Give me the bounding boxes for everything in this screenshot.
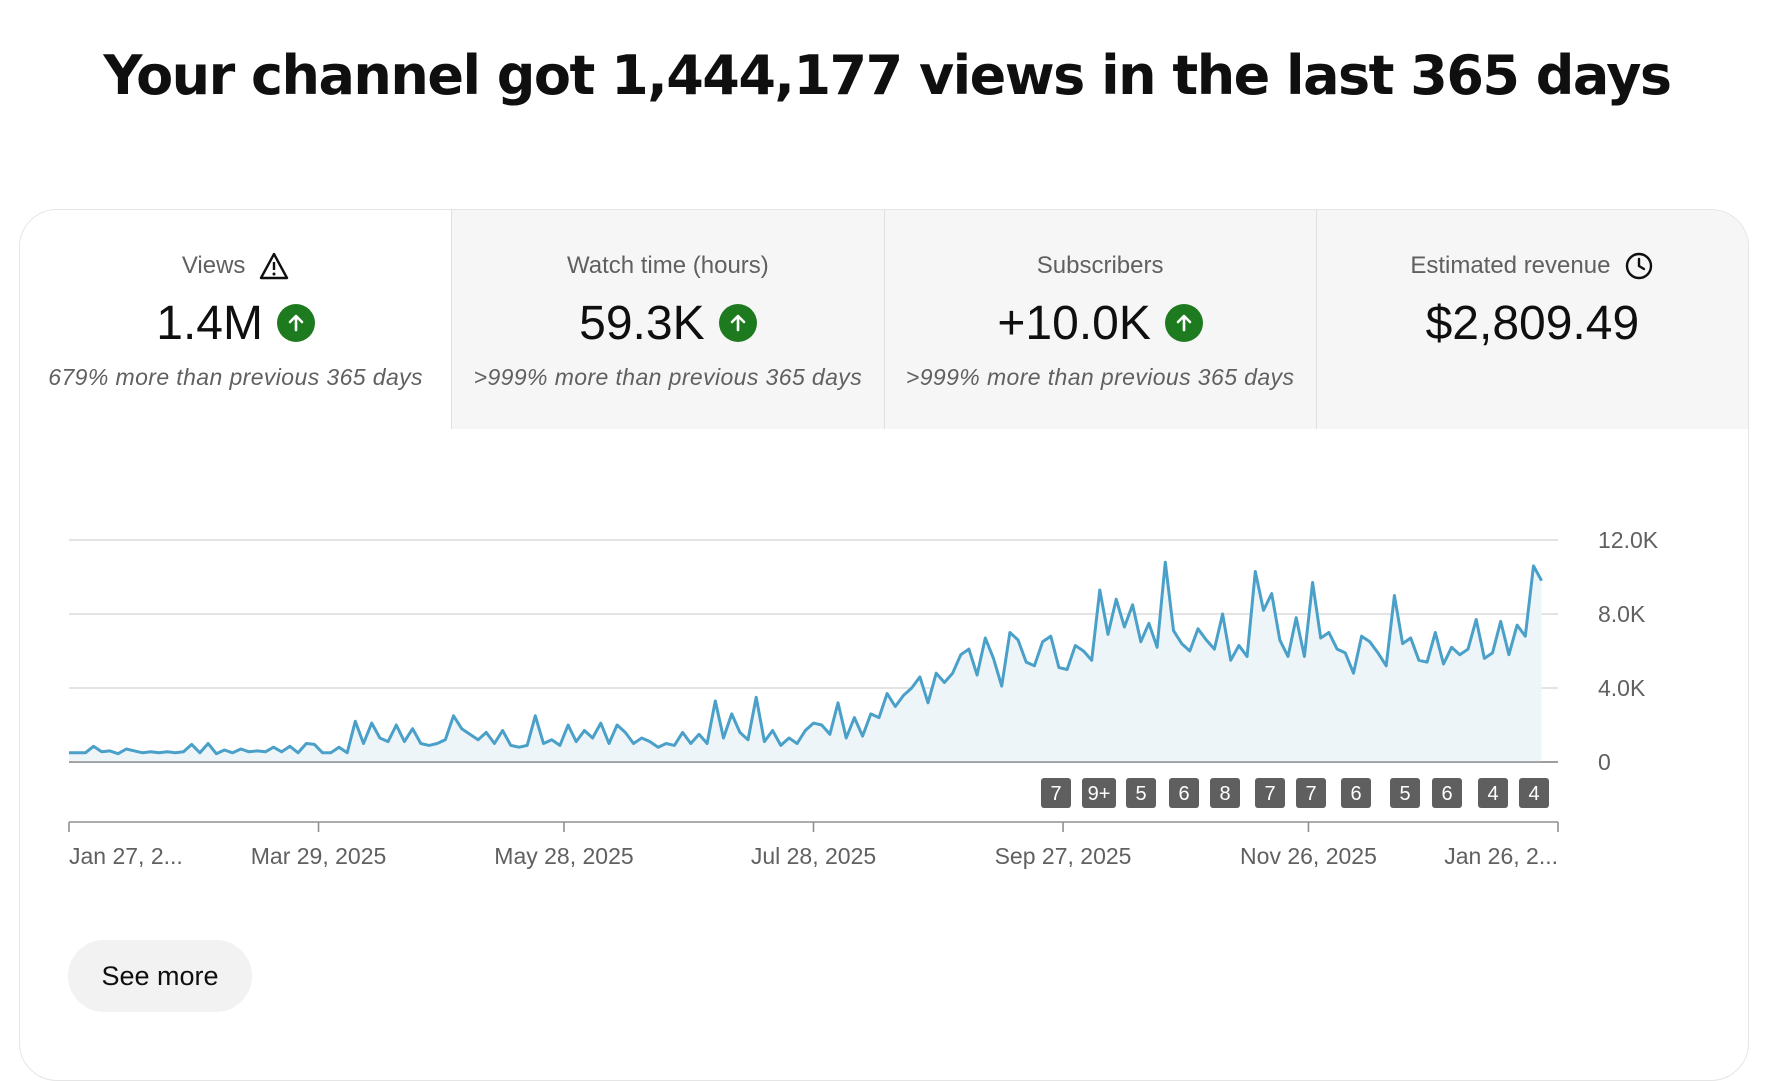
area-fill: [69, 562, 1542, 762]
annotation-badge-label: 8: [1219, 783, 1230, 805]
arrow-up-icon: [1164, 304, 1203, 342]
annotation-badge: [1478, 778, 1508, 808]
tab-watch-time[interactable]: Watch time (hours) 59.3K >999% more than…: [451, 210, 884, 429]
annotation-badge: [1255, 778, 1285, 808]
y-tick-label: 8.0K: [1598, 601, 1646, 627]
annotation-badge: [1169, 778, 1199, 808]
annotation-badge: [1041, 778, 1071, 808]
page-headline: Your channel got 1,444,177 views in the …: [103, 44, 1672, 107]
annotation-badge-label: 7: [1305, 783, 1316, 805]
annotation-badge: [1341, 778, 1371, 808]
annotation-badge-label: 4: [1528, 783, 1539, 805]
tab-subscribers-title: Subscribers: [1036, 252, 1164, 279]
views-line-chart: 0 4.0K 8.0K 12.0K 7 9+ 5 6 8 7 7 6 5 6 4 4 Jan 27, 2... M…: [68, 527, 1659, 869]
tab-views[interactable]: Views 1.4M 679% more than previous 365 d…: [20, 210, 452, 429]
x-tick-label: Sep 27, 2025: [995, 843, 1132, 869]
annotation-badge: [1296, 778, 1326, 808]
y-tick-label: 12.0K: [1598, 527, 1659, 553]
annotation-badge: [1432, 778, 1462, 808]
tab-views-note: 679% more than previous 365 days: [48, 364, 423, 390]
annotation-badge: [1390, 778, 1420, 808]
annotation-badge-label: 7: [1264, 783, 1275, 805]
arrow-up-icon: [718, 304, 757, 342]
x-tick-label: Jan 26, 2...: [1444, 843, 1558, 869]
x-tick-label: Mar 29, 2025: [251, 843, 387, 869]
tab-estimated-revenue[interactable]: Estimated revenue $2,809.49: [1315, 210, 1748, 429]
see-more-button[interactable]: See more: [68, 940, 252, 1012]
annotation-badge: [1210, 778, 1240, 808]
annotation-badge-label: 5: [1135, 783, 1146, 805]
y-tick-label: 0: [1598, 749, 1611, 775]
annotation-badge-label: 6: [1350, 783, 1361, 805]
warning-icon: [259, 252, 289, 280]
x-tick-label: Nov 26, 2025: [1240, 843, 1377, 869]
annotation-badge: [1082, 778, 1116, 808]
tab-watch-time-note: >999% more than previous 365 days: [473, 364, 863, 390]
x-tick-label: Jan 27, 2...: [69, 843, 183, 869]
tab-revenue-value: $2,809.49: [1425, 296, 1640, 350]
clock-icon: [1624, 251, 1654, 281]
x-tick-label: May 28, 2025: [494, 843, 633, 869]
arrow-up-icon: [276, 304, 315, 342]
tab-views-title: Views: [181, 252, 246, 279]
tab-subscribers-note: >999% more than previous 365 days: [905, 364, 1295, 390]
metric-tabs: Views 1.4M 679% more than previous 365 d…: [20, 210, 1748, 429]
tab-revenue-title: Estimated revenue: [1410, 252, 1611, 279]
annotation-badge-label: 7: [1050, 783, 1061, 805]
tab-watch-time-value: 59.3K: [579, 296, 705, 350]
annotation-badge-label: 5: [1399, 783, 1410, 805]
y-tick-label: 4.0K: [1598, 675, 1646, 701]
annotation-badge-label: 9+: [1088, 783, 1111, 805]
annotation-badge: [1126, 778, 1156, 808]
tab-subscribers[interactable]: Subscribers +10.0K >999% more than previ…: [883, 210, 1316, 429]
annotation-badge: [1519, 778, 1549, 808]
annotation-badge-label: 4: [1487, 783, 1498, 805]
annotation-badge-label: 6: [1441, 783, 1452, 805]
tab-views-value: 1.4M: [156, 296, 263, 350]
analytics-card: Views 1.4M 679% more than previous 365 d…: [19, 209, 1749, 1081]
annotation-badge-label: 6: [1178, 783, 1189, 805]
views-series-line: [69, 560, 1543, 756]
tab-subscribers-value: +10.0K: [997, 296, 1151, 350]
tab-watch-time-title: Watch time (hours): [566, 252, 769, 279]
x-tick-label: Jul 28, 2025: [751, 843, 876, 869]
